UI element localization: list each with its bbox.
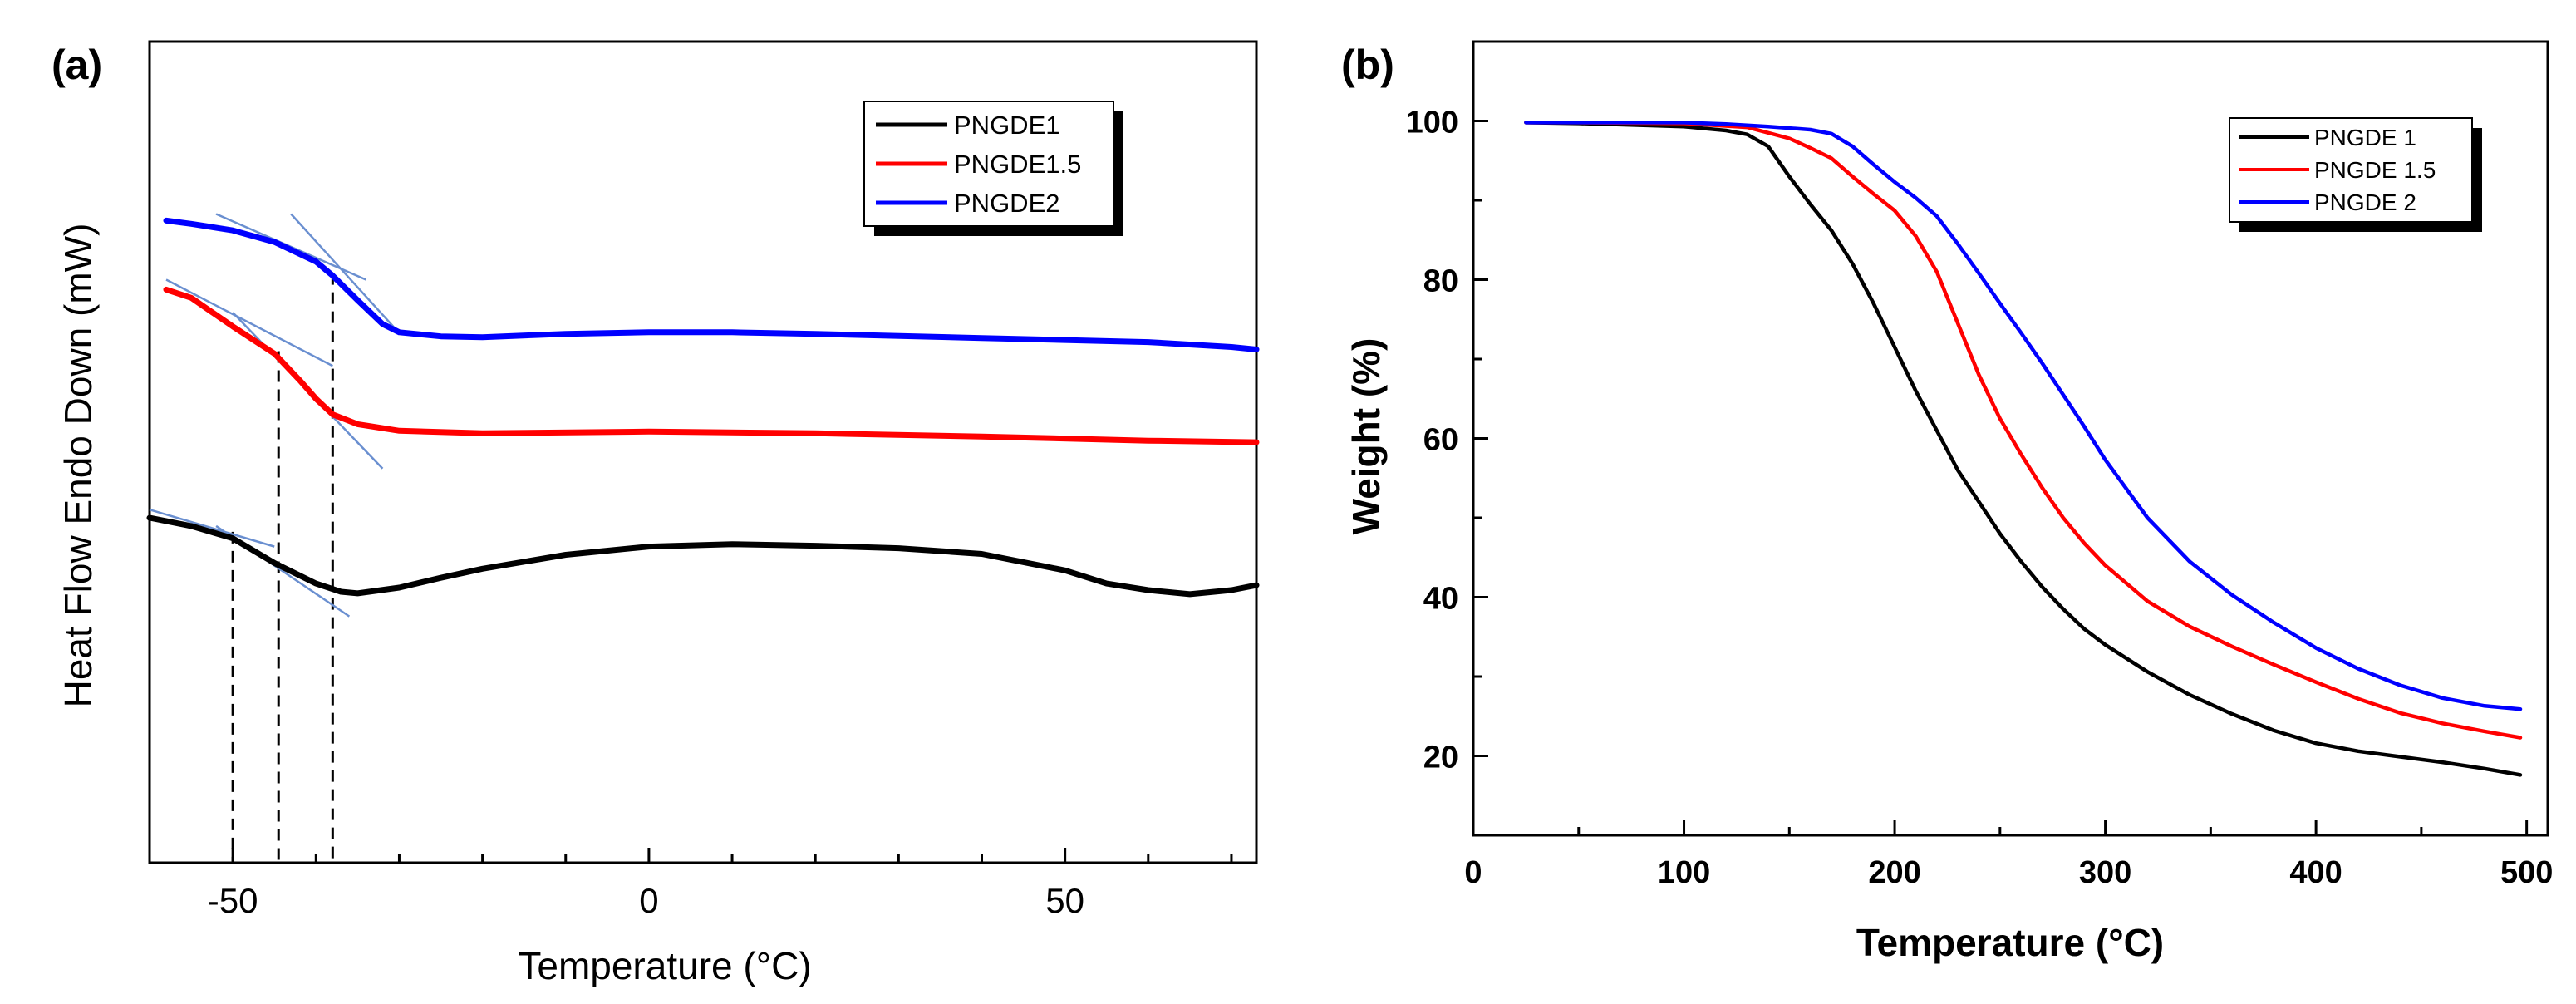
series-group-a [146,217,1260,598]
x-tick-label-a: 50 [1045,881,1084,920]
series-line-pngde1-5 [163,286,1260,445]
series-line-pngde-2 [1524,121,2523,711]
y-axis-label-b: Weight (%) [1345,338,1388,535]
tangent-guides-a [149,213,401,863]
legend-label-b: PNGDE 1.5 [2314,157,2436,183]
legend-label-b: PNGDE 1 [2314,125,2416,150]
x-axis-a: -50 0 50 [148,848,1233,920]
series-line-pngde-1 [1524,121,2523,777]
series-line-pngde1 [146,514,1260,598]
y-tick-label-b: 60 [1423,423,1458,458]
panel-a-label: (a) [52,42,102,88]
tga-chart-panel: (b) 0 100 200 300 400 500 20 40 60 80 100 Temperat… [1341,40,2553,964]
dsc-chart-panel: (a) -50 0 50 Temperature (°C) Heat Flow En… [52,40,1260,987]
y-axis-label-a: Heat Flow Endo Down (mW) [57,224,100,708]
legend-label-a: PNGDE1 [954,111,1059,140]
tangent-line [149,508,275,548]
y-tick-label-b: 20 [1423,741,1458,775]
x-tick-label-b: 400 [2289,855,2342,890]
legend-b: PNGDE 1 PNGDE 1.5 PNGDE 2 [2229,117,2482,232]
panel-b-label: (b) [1341,42,1394,88]
tangent-line [165,278,333,367]
series-line-pngde-1-5 [1524,121,2523,740]
series-line-pngde2 [163,217,1260,352]
axes-b: 0 100 200 300 400 500 20 40 60 80 100 [1406,40,2553,890]
tangent-line [290,213,401,334]
x-tick-label-b: 0 [1464,855,1482,890]
x-tick-label-b: 500 [2500,855,2553,890]
x-axis-label-b: Temperature (°C) [1856,921,2164,964]
legend-a: PNGDE1 PNGDE1.5 PNGDE2 [863,101,1123,236]
legend-label-a: PNGDE2 [954,189,1059,218]
x-tick-label-b: 200 [1868,855,1920,890]
legend-label-a: PNGDE1.5 [954,150,1081,179]
y-tick-label-b: 40 [1423,582,1458,617]
x-tick-label-b: 100 [1658,855,1710,890]
legend-label-b: PNGDE 2 [2314,189,2416,215]
y-tick-label-b: 80 [1423,264,1458,299]
x-tick-label-b: 300 [2079,855,2131,890]
x-tick-label-a: -50 [208,881,258,920]
plot-frame-a [148,40,1258,864]
series-group-b [1524,121,2523,777]
y-tick-label-b: 100 [1406,106,1458,140]
x-tick-label-a: 0 [639,881,658,920]
x-axis-label-a: Temperature (°C) [518,944,811,987]
